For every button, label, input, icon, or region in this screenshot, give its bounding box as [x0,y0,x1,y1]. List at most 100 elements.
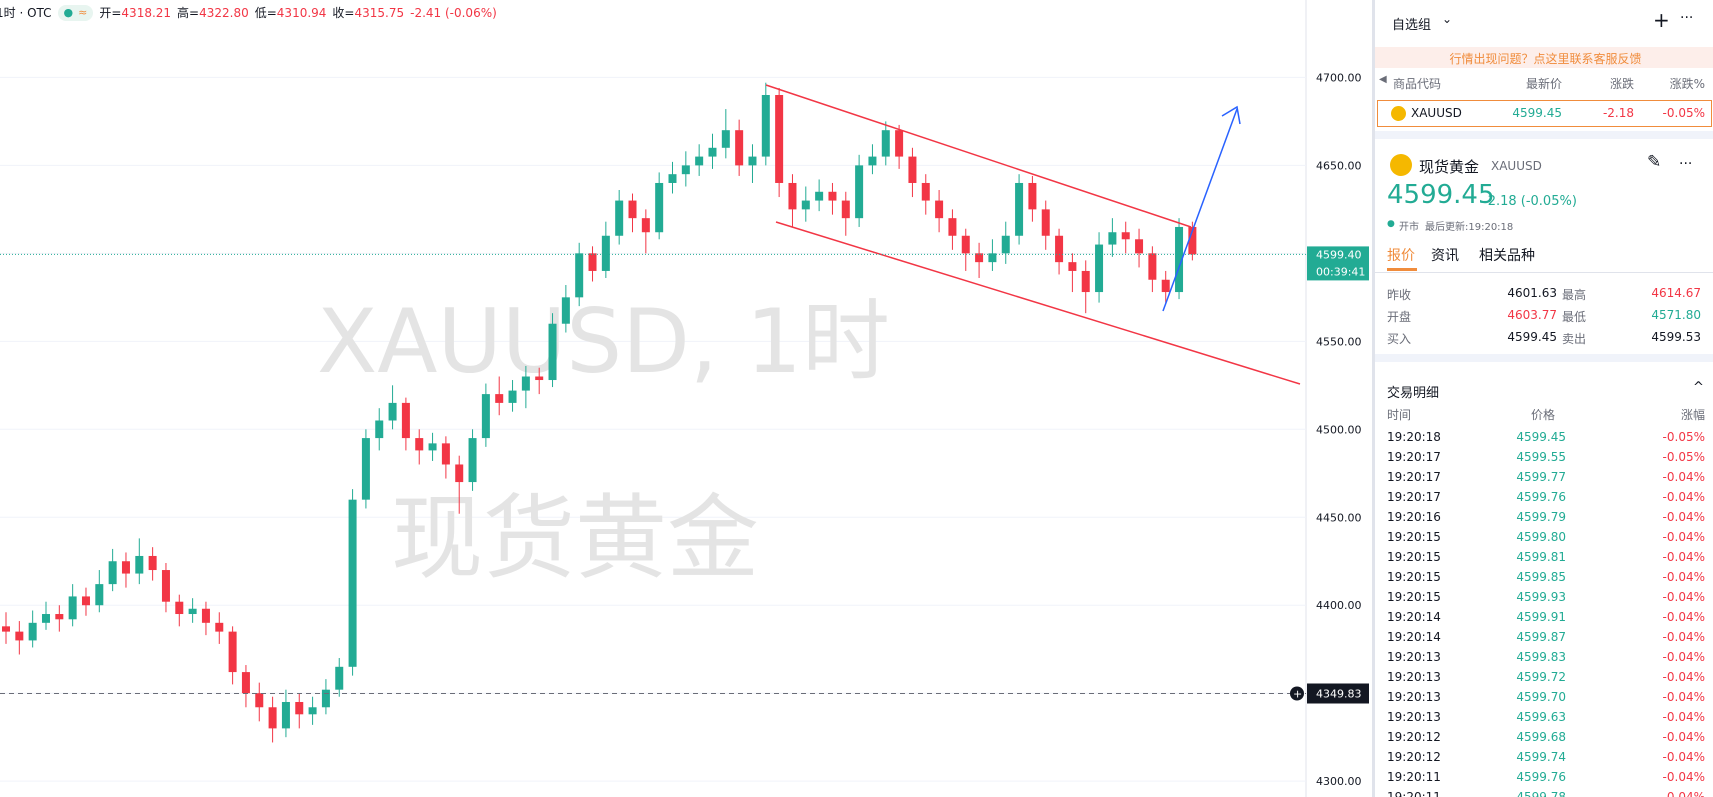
chevron[interactable]: ⌄ [1442,12,1453,26]
quote-icon [1390,154,1412,176]
more-button[interactable]: ··· [1680,10,1694,26]
trade-cell: -0.04% [1662,650,1705,664]
trade-cell: 4599.76 [1516,490,1566,504]
candle-body [788,182,797,210]
column-header: 商品代码 [1393,77,1442,91]
trade-cell: 19:20:15 [1387,530,1441,544]
arrow-line[interactable] [1162,108,1238,312]
tab[interactable]: 资讯 [1431,248,1459,264]
last-price-box [1307,246,1369,281]
trend-line[interactable] [775,221,1301,385]
trade-cell: 19:20:12 [1387,730,1441,744]
trade-cell: 19:20:17 [1387,450,1441,464]
watchlist-title[interactable]: 自选组 [1392,18,1432,33]
trade-cell: -0.04% [1662,530,1705,544]
trade-cell: -0.04% [1662,610,1705,624]
candle-body [321,689,330,708]
trend-line[interactable] [765,84,1192,228]
ohlc-label: 高= [177,6,200,20]
notice[interactable]: 行情出现问题？点这里联系客服反馈 [1449,52,1642,66]
trade-cell: 4599.77 [1516,470,1566,484]
collapse-caret[interactable]: ^ [1693,380,1704,395]
trade-cell: 4599.70 [1516,690,1566,704]
candle-body [1081,270,1090,293]
ohlc-label: 低= [254,6,277,20]
trade-cell: 4599.80 [1516,530,1566,544]
watermark: 现货黄金 [391,485,759,592]
trade-cell: 19:20:13 [1387,690,1441,704]
trade-cell: -0.05% [1662,430,1705,444]
trade-cell: 4599.91 [1516,610,1566,624]
candle-body [961,235,970,254]
candle-body [1188,226,1197,255]
trade-cell: 19:20:15 [1387,550,1441,564]
candle-body [255,693,264,708]
candle-body [188,608,197,615]
trade-cell: 19:20:14 [1387,610,1441,624]
status: 开市 [1399,222,1419,233]
candle-body [228,631,237,673]
stat: 最低 [1562,310,1587,324]
tab[interactable]: 相关品种 [1479,248,1535,264]
candle-body [695,156,704,166]
column-header: 涨跌 [1609,77,1634,91]
trade-cell: 19:20:15 [1387,570,1441,584]
candle-body [241,672,250,694]
candle-body [335,666,344,690]
ohlc-item: 收=4315.75 [332,4,404,21]
candle-body [495,394,504,403]
ohlc-label: 收= [332,6,355,20]
notice-bg[interactable] [1375,47,1713,68]
candle-body [628,200,637,219]
trade-cell: -0.04% [1662,750,1705,764]
y-tick-label: 4450.00 [1316,511,1362,524]
add-button[interactable]: + [1653,8,1670,32]
candle-body [348,499,357,667]
candle-body [761,95,770,157]
trade-cell: -0.04% [1662,730,1705,744]
ohlc: 开=4318.21 高=4322.80 低=4310.94 收=4315.75 [99,4,404,21]
candle-body [561,297,570,324]
candle-body [481,394,490,439]
trade-cell: 4599.74 [1516,750,1566,764]
last-price-label: 4599.40 [1316,248,1362,261]
trade-cell: -0.04% [1662,770,1705,784]
legend-header: 1时 · OTC ● ≈ 开=4318.21 高=4322.80 低=4310.94 收… [0,4,497,21]
trade-col: 价格 [1531,408,1556,422]
trade-cell: 4599.79 [1516,510,1566,524]
candle-body [81,596,90,606]
candle-body [441,443,450,465]
crosshair-add [1290,686,1304,701]
stat: 4601.63 [1507,286,1557,300]
band [1375,131,1713,139]
y-tick-label: 4700.00 [1316,71,1362,84]
trade-cell: -0.04% [1662,570,1705,584]
selected-row[interactable] [1377,100,1712,127]
tab[interactable]: 报价 [1387,248,1415,264]
candle-body [508,390,517,403]
status-pill[interactable]: ● ≈ [57,4,94,21]
trade-cell: 19:20:16 [1387,510,1441,524]
more-icon[interactable]: ··· [1679,156,1693,172]
ohlc-value: 4310.94 [276,6,327,20]
trade-cell: 19:20:17 [1387,470,1441,484]
candle-body [1108,232,1117,245]
candle-body [1041,209,1050,236]
edit-icon[interactable]: ✎ [1647,152,1662,172]
collapse-icon: ◀ [1379,74,1387,85]
trade-col: 时间 [1387,408,1412,422]
trade-cell: 19:20:11 [1387,770,1441,784]
trade-cell: -0.05% [1662,450,1705,464]
trade-cell: 19:20:13 [1387,650,1441,664]
trade-cell: 19:20:17 [1387,490,1441,504]
quote-name: 现货黄金 [1419,158,1480,176]
candle-body [735,130,744,166]
y-tick-label: 4650.00 [1316,159,1362,172]
trade-cell: 19:20:13 [1387,670,1441,684]
trades-title: 交易明细 [1387,386,1440,401]
candle-body [521,376,530,391]
candle-body [281,701,290,729]
candle-body [455,464,464,483]
candle-body [68,596,77,620]
trade-cell: 4599.55 [1516,450,1566,464]
